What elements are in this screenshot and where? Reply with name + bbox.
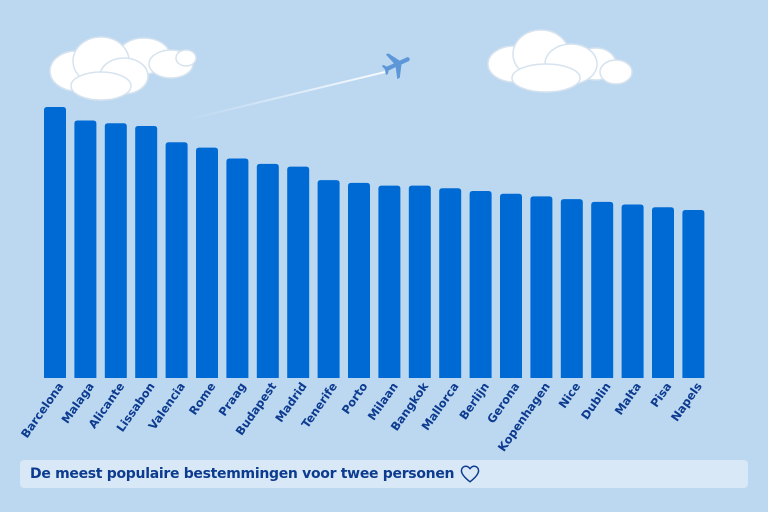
- bar-mallorca: [439, 188, 462, 378]
- cloud-icon: [49, 36, 197, 101]
- tick-label-barcelona: Barcelona: [18, 380, 67, 441]
- bar-kopenhagen: [530, 196, 553, 378]
- bar-budapest: [256, 163, 279, 378]
- tick-label-malta: Malta: [612, 380, 644, 418]
- bar-nice: [560, 199, 583, 378]
- bar-pisa: [652, 207, 674, 378]
- bar-napels: [682, 209, 705, 378]
- bar-alicante: [104, 123, 127, 378]
- heart-outline-icon: [460, 465, 480, 483]
- tick-label-porto: Porto: [339, 380, 371, 417]
- bar-valencia: [165, 142, 188, 378]
- airplane-icon: [381, 53, 410, 79]
- bar-tenerife: [317, 180, 340, 378]
- bar-barcelona: [44, 107, 66, 378]
- tick-label-rome: Rome: [186, 380, 219, 418]
- tick-label-pisa: Pisa: [648, 380, 675, 410]
- tick-label-dublin: Dublin: [578, 380, 614, 422]
- bar-gerona: [500, 193, 522, 378]
- caption-bar: De meest populaire bestemmingen voor twe…: [20, 460, 748, 488]
- contrail-line: [190, 71, 386, 120]
- bar-berlijn: [469, 191, 492, 378]
- cloud-icon: [487, 29, 633, 93]
- bar-praag: [226, 158, 249, 378]
- tick-label-nice: Nice: [556, 380, 584, 411]
- bar-dublin: [591, 201, 614, 378]
- bar-malaga: [74, 120, 97, 379]
- bar-bangkok: [408, 185, 431, 378]
- bar-madrid: [287, 166, 310, 378]
- bar-rome: [196, 147, 218, 378]
- tick-label-napels: Napels: [668, 380, 705, 424]
- bar-porto: [348, 182, 370, 378]
- caption-text: De meest populaire bestemmingen voor twe…: [30, 466, 455, 482]
- bar-chart: BarcelonaMalagaAlicanteLissabonValenciaR…: [18, 107, 705, 454]
- bar-malta: [621, 204, 644, 378]
- bar-lissabon: [135, 125, 158, 378]
- bar-milaan: [378, 185, 401, 378]
